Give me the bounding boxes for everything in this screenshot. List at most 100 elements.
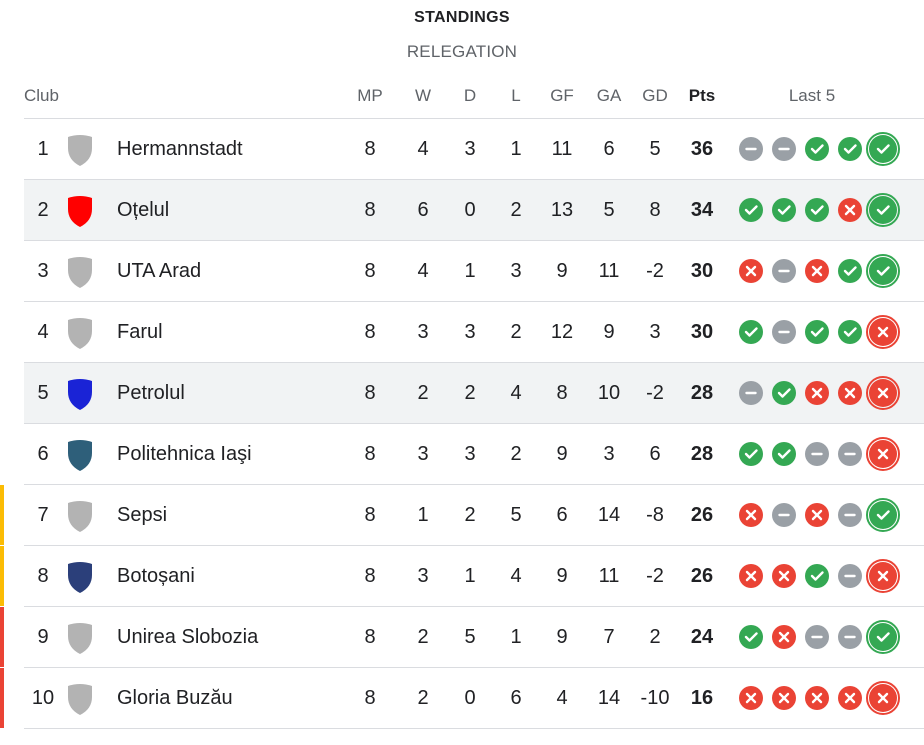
latest-result-ring[interactable] xyxy=(866,559,900,593)
table-row[interactable]: 5 Petrolul 8 2 2 4 8 10 -2 28 xyxy=(0,363,924,424)
table-row[interactable]: 7 Sepsi 8 1 2 5 6 14 -8 26 xyxy=(0,485,924,546)
result-check-icon[interactable] xyxy=(739,625,763,649)
club-logo-icon[interactable] xyxy=(62,315,98,351)
result-check-icon[interactable] xyxy=(739,198,763,222)
result-cross-icon[interactable] xyxy=(739,503,763,527)
result-check-icon[interactable] xyxy=(838,259,862,283)
result-cross-icon[interactable] xyxy=(772,625,796,649)
table-row[interactable]: 9 Unirea Slobozia 8 2 5 1 9 7 2 24 xyxy=(0,607,924,668)
club-name[interactable]: Farul xyxy=(117,321,163,343)
latest-result-ring[interactable] xyxy=(866,376,900,410)
club-name[interactable]: Gloria Buzău xyxy=(117,687,233,709)
latest-result-ring[interactable] xyxy=(866,315,900,349)
club-logo-icon[interactable] xyxy=(62,376,98,412)
result-cross-icon[interactable] xyxy=(805,381,829,405)
club-logo-icon[interactable] xyxy=(62,559,98,595)
result-check-icon[interactable] xyxy=(869,135,897,163)
result-check-icon[interactable] xyxy=(739,320,763,344)
result-minus-icon[interactable] xyxy=(772,137,796,161)
latest-result-ring[interactable] xyxy=(866,254,900,288)
result-minus-icon[interactable] xyxy=(805,442,829,466)
result-minus-icon[interactable] xyxy=(838,564,862,588)
result-cross-icon[interactable] xyxy=(772,686,796,710)
result-check-icon[interactable] xyxy=(869,196,897,224)
result-check-icon[interactable] xyxy=(772,442,796,466)
club-logo-icon[interactable] xyxy=(62,681,98,717)
table-row[interactable]: 1 Hermannstadt 8 4 3 1 11 6 5 36 xyxy=(0,119,924,180)
result-cross-icon[interactable] xyxy=(838,198,862,222)
result-cross-icon[interactable] xyxy=(869,684,897,712)
header-gd[interactable]: GD xyxy=(642,86,668,105)
result-cross-icon[interactable] xyxy=(772,564,796,588)
result-check-icon[interactable] xyxy=(805,564,829,588)
result-cross-icon[interactable] xyxy=(869,440,897,468)
result-cross-icon[interactable] xyxy=(869,562,897,590)
result-minus-icon[interactable] xyxy=(838,442,862,466)
header-gf[interactable]: GF xyxy=(550,86,574,105)
result-check-icon[interactable] xyxy=(838,320,862,344)
result-check-icon[interactable] xyxy=(838,137,862,161)
club-logo-icon[interactable] xyxy=(62,620,98,656)
result-cross-icon[interactable] xyxy=(805,686,829,710)
result-check-icon[interactable] xyxy=(739,442,763,466)
latest-result-ring[interactable] xyxy=(866,681,900,715)
header-ga[interactable]: GA xyxy=(596,86,622,105)
club-logo-icon[interactable] xyxy=(62,193,98,229)
result-minus-icon[interactable] xyxy=(772,320,796,344)
result-check-icon[interactable] xyxy=(869,501,897,529)
latest-result-ring[interactable] xyxy=(866,193,900,227)
result-minus-icon[interactable] xyxy=(838,503,862,527)
club-name[interactable]: Unirea Slobozia xyxy=(117,626,259,648)
club-name[interactable]: Sepsi xyxy=(117,504,168,526)
result-cross-icon[interactable] xyxy=(739,564,763,588)
table-row[interactable]: 10 Gloria Buzău 8 2 0 6 4 14 -10 16 xyxy=(0,668,924,729)
result-cross-icon[interactable] xyxy=(869,379,897,407)
result-check-icon[interactable] xyxy=(772,198,796,222)
table-row[interactable]: 4 Farul 8 3 3 2 12 9 3 30 xyxy=(0,302,924,363)
result-minus-icon[interactable] xyxy=(805,625,829,649)
club-logo-icon[interactable] xyxy=(62,498,98,534)
latest-result-ring[interactable] xyxy=(866,132,900,166)
result-cross-icon[interactable] xyxy=(805,259,829,283)
result-minus-icon[interactable] xyxy=(772,503,796,527)
header-pts[interactable]: Pts xyxy=(688,86,716,105)
club-name[interactable]: UTA Arad xyxy=(117,260,202,282)
latest-result-ring[interactable] xyxy=(866,498,900,532)
result-cross-icon[interactable] xyxy=(739,686,763,710)
result-cross-icon[interactable] xyxy=(739,259,763,283)
table-row[interactable]: 2 Oțelul 8 6 0 2 13 5 8 34 xyxy=(0,180,924,241)
table-row[interactable]: 8 Botoșani 8 3 1 4 9 11 -2 26 xyxy=(0,546,924,607)
table-row[interactable]: 6 Politehnica Iaşi 8 3 3 2 9 3 6 28 xyxy=(0,424,924,485)
header-club[interactable]: Club xyxy=(24,86,59,105)
result-minus-icon[interactable] xyxy=(838,625,862,649)
result-check-icon[interactable] xyxy=(869,257,897,285)
club-logo-icon[interactable] xyxy=(62,254,98,290)
result-cross-icon[interactable] xyxy=(805,503,829,527)
result-check-icon[interactable] xyxy=(772,381,796,405)
header-mp[interactable]: MP xyxy=(357,86,383,105)
result-check-icon[interactable] xyxy=(805,137,829,161)
position: 1 xyxy=(37,138,49,160)
header-w[interactable]: W xyxy=(414,86,432,105)
result-cross-icon[interactable] xyxy=(838,686,862,710)
club-logo-icon[interactable] xyxy=(62,437,98,473)
result-minus-icon[interactable] xyxy=(739,137,763,161)
club-logo-icon[interactable] xyxy=(62,132,98,168)
club-name[interactable]: Petrolul xyxy=(117,382,185,404)
table-row[interactable]: 3 UTA Arad 8 4 1 3 9 11 -2 30 xyxy=(0,241,924,302)
result-minus-icon[interactable] xyxy=(772,259,796,283)
result-check-icon[interactable] xyxy=(805,198,829,222)
result-check-icon[interactable] xyxy=(805,320,829,344)
result-check-icon[interactable] xyxy=(869,623,897,651)
club-name[interactable]: Oțelul xyxy=(117,199,170,221)
club-name[interactable]: Politehnica Iaşi xyxy=(117,443,252,465)
result-cross-icon[interactable] xyxy=(869,318,897,346)
latest-result-ring[interactable] xyxy=(866,437,900,471)
header-d[interactable]: D xyxy=(463,86,477,105)
result-minus-icon[interactable] xyxy=(739,381,763,405)
header-l[interactable]: L xyxy=(511,86,521,105)
latest-result-ring[interactable] xyxy=(866,620,900,654)
club-name[interactable]: Botoșani xyxy=(117,565,195,587)
club-name[interactable]: Hermannstadt xyxy=(117,138,243,160)
result-cross-icon[interactable] xyxy=(838,381,862,405)
